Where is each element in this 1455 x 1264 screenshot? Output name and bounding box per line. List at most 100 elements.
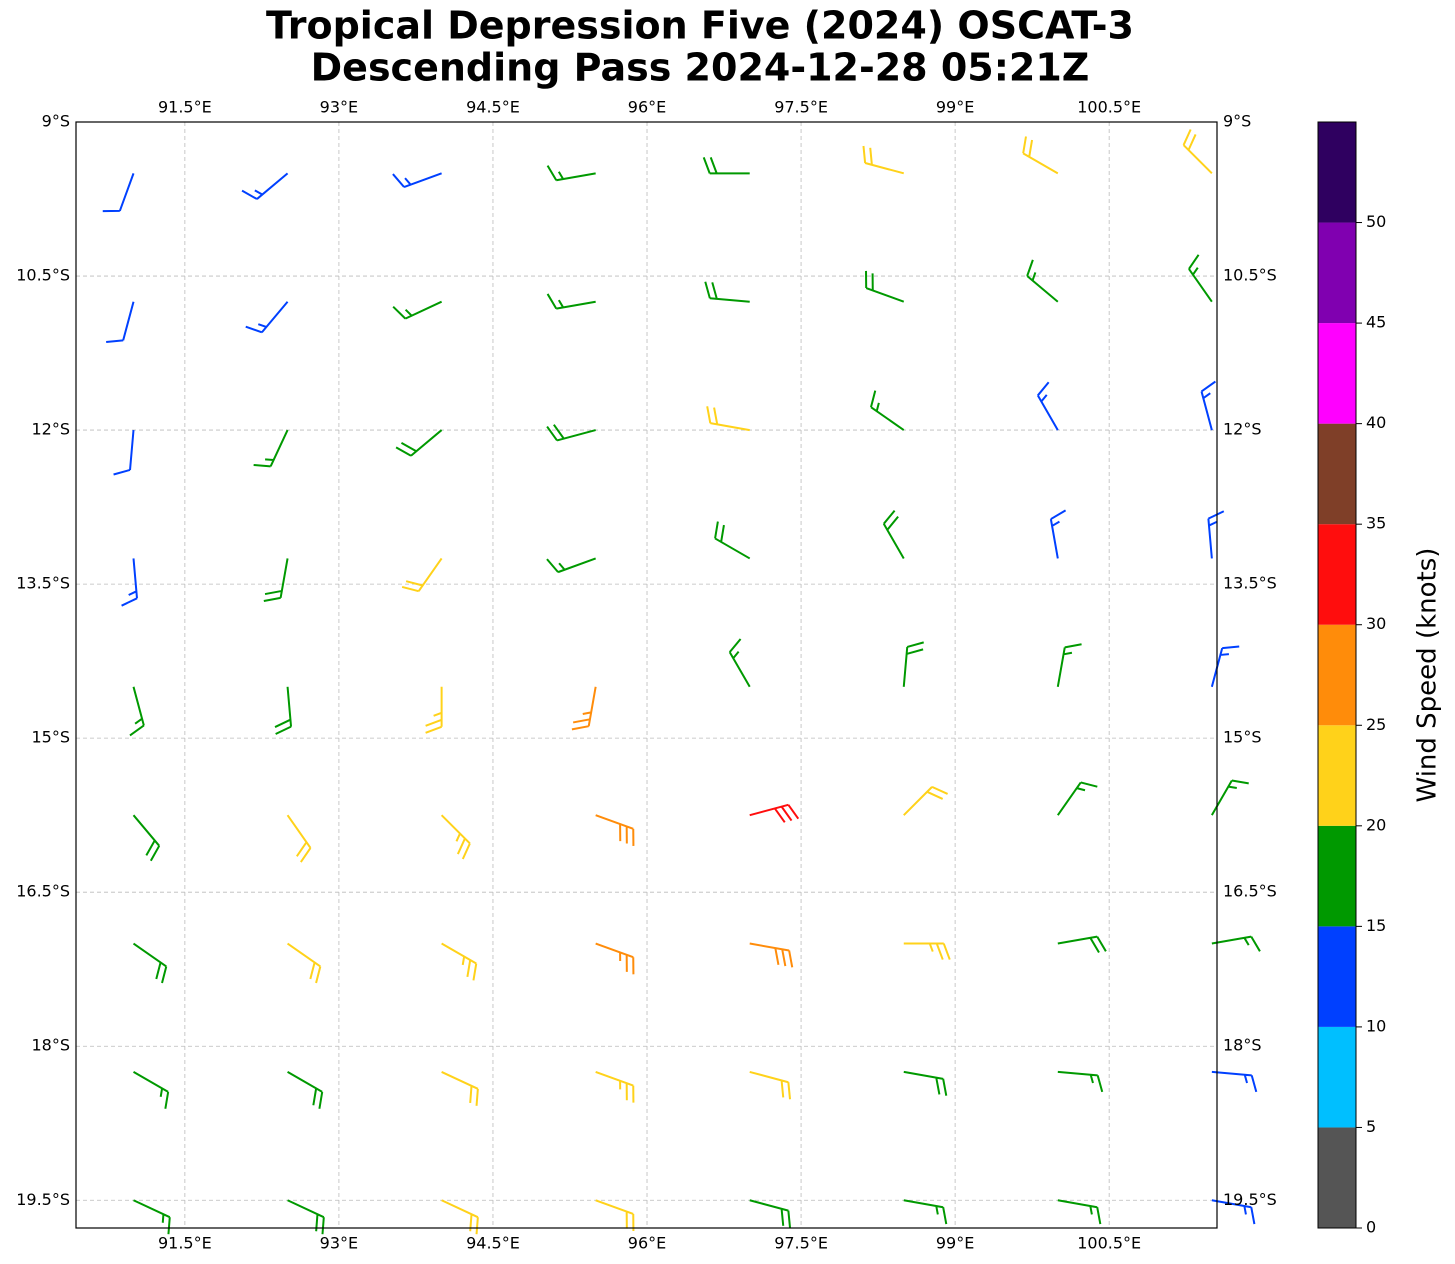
x-tick-label: 93°E <box>320 98 358 117</box>
wind-barb <box>865 270 905 303</box>
wind-barb <box>704 281 750 303</box>
wind-barb <box>902 641 924 687</box>
y-tick-label: 18°S <box>31 1036 70 1055</box>
wind-barb <box>595 814 635 846</box>
colorbar-tick-label: 30 <box>1366 614 1386 633</box>
wind-barb <box>1036 381 1059 431</box>
wind-barb <box>1182 129 1213 175</box>
colorbar-tick-label: 5 <box>1366 1117 1376 1136</box>
y-tick-label: 19.5°S <box>16 1190 70 1209</box>
wind-barb <box>113 429 135 476</box>
title-line: Tropical Depression Five (2024) OSCAT-3 <box>266 4 1134 48</box>
y-tick-label: 18°S <box>1223 1036 1262 1055</box>
y-tick-label: 10.5°S <box>1223 266 1277 285</box>
wind-barb <box>1211 1199 1256 1225</box>
wind-barb <box>286 814 312 863</box>
wind-barb <box>102 173 135 213</box>
wind-barb <box>274 686 293 735</box>
x-tick-label: 93°E <box>320 1234 358 1253</box>
wind-barb <box>133 1071 170 1109</box>
wind-barb <box>395 429 443 457</box>
y-tick-label: 9°S <box>42 112 70 131</box>
wind-barb <box>728 638 751 688</box>
wind-barb <box>1056 781 1098 816</box>
wind-barb <box>882 509 905 559</box>
wind-barb <box>749 942 794 968</box>
y-tick-label: 13.5°S <box>16 574 70 593</box>
x-tick-label: 96°E <box>628 1234 666 1253</box>
wind-barb <box>1056 643 1082 687</box>
colorbar-tick-label: 40 <box>1366 413 1386 432</box>
colorbar-segment <box>1318 323 1356 424</box>
wind-barb <box>392 172 442 188</box>
colorbar-segment <box>1318 825 1356 927</box>
wind-barb <box>595 942 635 975</box>
y-tick-label: 16.5°S <box>16 882 70 901</box>
colorbar-segment <box>1318 1026 1356 1128</box>
colorbar-tick-label: 15 <box>1366 916 1386 935</box>
colorbar-tick-label: 45 <box>1366 313 1386 332</box>
wind-barb <box>1057 935 1107 954</box>
x-tick-label: 99°E <box>936 1234 974 1253</box>
x-tick-label: 97.5°E <box>774 98 828 117</box>
wind-barb <box>440 814 471 860</box>
wind-barb <box>1188 254 1213 303</box>
wind-barb <box>1026 259 1059 303</box>
wind-barb <box>1057 1199 1102 1225</box>
colorbar-segment <box>1318 725 1356 826</box>
wind-barb <box>546 293 596 310</box>
colorbar-label: Wind Speed (knots) <box>1413 548 1443 803</box>
wind-barb <box>546 557 597 574</box>
wind-barb <box>546 165 596 182</box>
wind-barb <box>702 156 750 175</box>
x-tick-label: 91.5°E <box>158 1234 212 1253</box>
y-tick-label: 15°S <box>31 728 70 747</box>
x-tick-label: 100.5°E <box>1077 1234 1141 1253</box>
x-tick-label: 94.5°E <box>466 1234 520 1253</box>
wind-barb <box>241 172 289 200</box>
colorbar-tick-label: 10 <box>1366 1016 1386 1035</box>
wind-barb <box>903 942 951 960</box>
wind-barb <box>870 390 905 431</box>
wind-barb <box>132 814 161 862</box>
map-area <box>76 122 1217 1228</box>
wind-barb <box>1210 779 1249 816</box>
wind-barb <box>132 942 168 984</box>
title-line: Descending Pass 2024-12-28 05:21Z <box>311 46 1090 90</box>
x-tick-label: 91.5°E <box>158 98 212 117</box>
wind-barb <box>425 686 443 734</box>
x-tick-label: 96°E <box>628 98 666 117</box>
colorbar-segment <box>1318 524 1356 625</box>
wind-barb <box>121 558 138 607</box>
wind-barb <box>245 301 289 334</box>
x-tick-label: 97.5°E <box>774 1234 828 1253</box>
wind-barb <box>253 429 289 468</box>
wind-barb <box>1057 1070 1104 1093</box>
colorbar-segment <box>1318 926 1356 1027</box>
wind-barb <box>903 1070 948 1096</box>
wind-barb <box>749 1199 792 1228</box>
wind-barb <box>903 785 949 816</box>
y-tick-label: 15°S <box>1223 728 1262 747</box>
wind-barb <box>749 1070 792 1100</box>
colorbar-tick-label: 0 <box>1366 1218 1376 1237</box>
y-tick-label: 19.5°S <box>1223 1190 1277 1209</box>
wind-barb <box>1211 1070 1258 1093</box>
wind-barb <box>133 1199 171 1235</box>
y-tick-label: 16.5°S <box>1223 882 1277 901</box>
colorbar-segment <box>1318 122 1356 223</box>
y-tick-label: 13.5°S <box>1223 574 1277 593</box>
colorbar-segment <box>1318 1127 1356 1228</box>
colorbar-tick-label: 20 <box>1366 815 1386 834</box>
colorbar-tick-label: 25 <box>1366 715 1386 734</box>
wind-barb <box>862 145 905 175</box>
map-frame <box>75 121 1218 1229</box>
wind-barb <box>1200 380 1216 431</box>
wind-barb <box>1022 136 1059 175</box>
y-tick-label: 9°S <box>1223 112 1251 131</box>
colorbar-frame <box>1317 121 1357 1229</box>
wind-barb <box>1207 510 1225 559</box>
wind-barb <box>441 1071 479 1106</box>
colorbar-tick-label: 50 <box>1366 212 1386 231</box>
wind-barb <box>706 406 750 432</box>
